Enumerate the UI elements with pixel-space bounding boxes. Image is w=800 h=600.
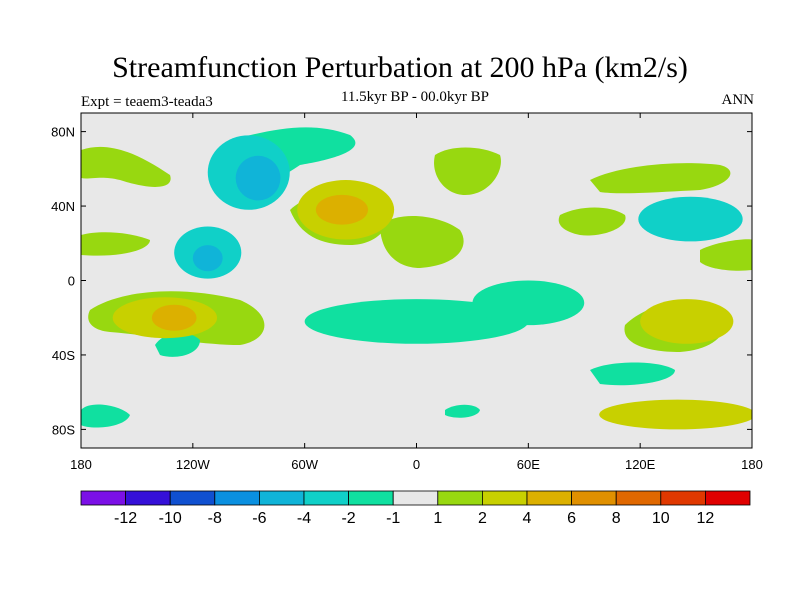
colorbar-box-9	[481, 490, 528, 506]
colorbar-label-9: 4	[523, 510, 532, 527]
y-tick-label-0: 80N	[51, 125, 75, 140]
contour-region-australia-high	[640, 299, 734, 344]
contour-band-north-pacific	[81, 146, 171, 187]
contour-band-n-africa	[380, 215, 464, 268]
contour-region-s-ocean-high	[599, 399, 752, 430]
x-tick-label-3: 0	[413, 457, 420, 472]
colorbar-box-10	[526, 490, 572, 506]
chart-subtitle: 11.5kyr BP - 00.0kyr BP	[340, 89, 490, 105]
colorbar-label-1: -10	[159, 510, 182, 527]
contour-region-indian-ocean-low	[472, 280, 585, 326]
x-tick-label-6: 180	[741, 457, 763, 472]
contour-band-southern-ocean-belt	[590, 362, 675, 386]
contour-band-central-asia	[558, 207, 626, 236]
colorbar-box-4	[258, 490, 305, 506]
colorbar-box-3	[214, 490, 260, 506]
colorbar-box-11	[571, 490, 617, 506]
colorbar-label-10: 6	[567, 510, 576, 527]
colorbar-box-0	[80, 490, 126, 506]
colorbar-box-12	[615, 490, 662, 506]
colorbar-label-3: -6	[252, 510, 266, 527]
colorbar-box-13	[660, 490, 706, 506]
contour-region-n-atlantic-high-core	[315, 194, 369, 225]
colorbar-box-6	[348, 490, 394, 506]
axis-tick-labels: 180 120W 60W 0 60E 120E 180 80N 40N 0 40S 80S	[51, 113, 763, 472]
colorbar-label-7: 1	[433, 510, 442, 527]
y-tick-label-2: 0	[68, 274, 75, 289]
contour-region-n-america-low-core	[235, 155, 281, 201]
x-tick-label-5: 120E	[625, 457, 656, 472]
colorbar-label-5: -2	[341, 510, 355, 527]
colorbar-label-12: 10	[652, 510, 670, 527]
x-tick-label-1: 120W	[176, 457, 211, 472]
chart-title: Streamfunction Perturbation at 200 hPa (…	[112, 51, 688, 84]
contour-region-s-pacific-high-core	[151, 304, 197, 331]
colorbar-label-11: 8	[612, 510, 621, 527]
colorbar-box-7	[392, 490, 439, 506]
contour-band-tropical-east-pacific	[81, 232, 150, 256]
contour-band-asia-north	[590, 163, 731, 194]
contour-band-antarctic-pacific	[81, 404, 130, 428]
contour-region-s-atlantic-low	[304, 299, 529, 344]
colorbar-label-13: 12	[697, 510, 715, 527]
colorbar-label-2: -8	[208, 510, 222, 527]
contour-band-south-indian-small	[445, 404, 480, 418]
y-tick-label-4: 80S	[52, 422, 75, 437]
colorbar-box-2	[169, 490, 216, 506]
contour-band-north-europe	[434, 147, 501, 195]
contour-regions	[81, 127, 752, 430]
contour-band-east-pacific	[700, 239, 752, 271]
colorbar-label-8: 2	[478, 510, 487, 527]
colorbar-label-6: -1	[386, 510, 400, 527]
y-tick-label-3: 40S	[52, 348, 75, 363]
x-tick-label-0: 180	[70, 457, 92, 472]
plot-background	[81, 113, 752, 448]
experiment-label: Expt = teaem3-teada3	[81, 94, 213, 110]
colorbar-box-14	[705, 490, 751, 506]
y-tick-label-1: 40N	[51, 199, 75, 214]
colorbar-label-4: -4	[297, 510, 311, 527]
x-tick-label-2: 60W	[291, 457, 318, 472]
colorbar-box-1	[125, 490, 171, 506]
contour-region-mexico-low-core	[192, 245, 223, 272]
season-label: ANN	[721, 92, 755, 108]
colorbar: -12 -10 -8 -6 -4 -2 -1 1 2 4 6 8 10 12	[80, 490, 751, 527]
colorbar-box-5	[303, 490, 349, 506]
colorbar-box-8	[437, 490, 483, 506]
colorbar-label-0: -12	[114, 510, 137, 527]
contour-band-south-pacific-small	[155, 333, 200, 357]
contour-region-w-pacific-low	[638, 196, 743, 242]
x-tick-label-4: 60E	[517, 457, 540, 472]
plot-frame	[80, 112, 753, 449]
